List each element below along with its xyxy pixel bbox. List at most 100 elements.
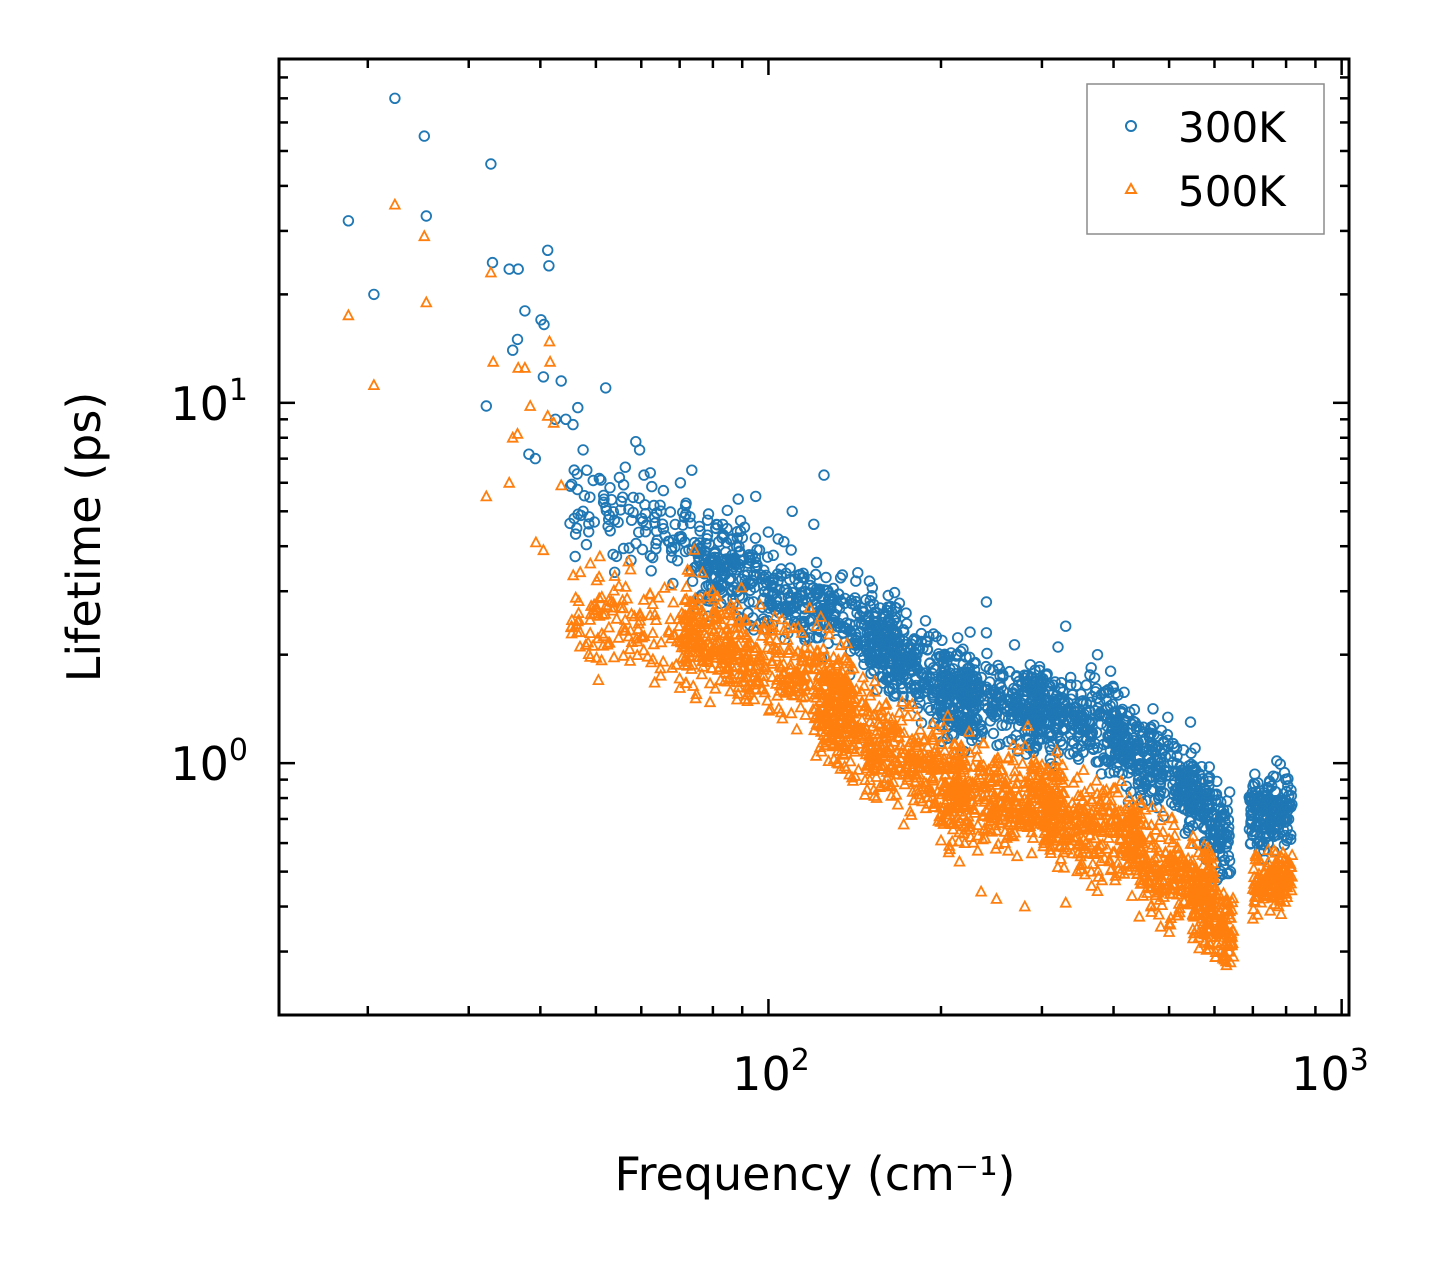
point-500k [1088,831,1102,843]
point-300k [948,703,960,716]
point-300k [1059,723,1072,735]
point-300k [731,541,743,553]
point-500k [739,627,753,640]
point-300k [1033,664,1046,677]
point-500k [834,699,847,712]
point-500k [646,597,659,609]
point-300k [721,522,733,535]
point-500k [686,657,699,670]
point-500k [1168,876,1182,889]
point-500k [1027,805,1040,818]
point-500k [990,771,1004,783]
point-500k [1094,794,1107,807]
point-500k [623,642,636,655]
y-axis-label: Lifetime (ps) [57,392,111,683]
point-500k [1272,899,1285,912]
point-500k [1122,863,1135,876]
point-500k [810,619,823,632]
point-500k [1014,817,1028,829]
point-500k [888,754,901,767]
point-500k [753,647,767,659]
point-500k [590,600,604,613]
point-300k [645,565,657,577]
point-500k [974,884,988,897]
point-500k [637,643,650,656]
point-500k [1166,886,1180,899]
point-300k [845,594,858,607]
point-300k [959,696,971,709]
point-500k [631,648,644,660]
point-500k [1264,882,1278,894]
point-500k [761,693,774,706]
point-500k [722,627,735,640]
point-300k [902,677,915,689]
point-500k [1200,897,1214,910]
point-500k [954,786,967,799]
point-500k [1171,841,1185,854]
point-500k [809,748,823,761]
point-500k [749,640,762,653]
point-300k [602,520,614,533]
point-500k [869,726,882,739]
point-300k [1280,786,1293,798]
point-300k [822,584,834,597]
point-500k [1210,883,1224,896]
point-300k [785,544,797,556]
point-300k [947,687,960,700]
point-500k [570,617,583,630]
point-300k [368,288,380,301]
point-300k [512,263,524,275]
point-300k [872,630,885,642]
point-300k [613,471,626,484]
point-500k [511,360,525,373]
point-500k [961,773,975,786]
point-500k [1254,885,1268,898]
data-points [342,92,1299,971]
point-500k [705,583,719,596]
point-500k [654,635,668,648]
point-500k [941,802,954,815]
point-300k [1268,830,1280,843]
legend-marker-300k [1125,120,1137,132]
point-500k [894,738,908,751]
point-500k [859,741,873,754]
point-300k [728,558,741,571]
point-300k [713,536,725,548]
point-500k [572,606,585,618]
point-300k [538,318,550,331]
point-500k [893,705,906,718]
point-300k [1162,711,1174,724]
point-500k [1192,941,1206,954]
point-300k [633,444,646,456]
point-300k [721,504,734,517]
point-300k [1064,671,1077,684]
point-300k [1141,749,1153,762]
point-500k [846,705,859,717]
point-500k [937,720,951,732]
point-500k [1071,821,1085,834]
point-500k [749,662,762,675]
point-300k [1245,814,1258,826]
point-500k [799,669,812,681]
point-500k [1179,868,1192,881]
point-300k [1249,794,1262,806]
point-500k [547,415,560,428]
point-300k [854,645,866,658]
point-300k [1052,704,1064,717]
point-500k [913,782,926,795]
point-500k [708,606,722,619]
point-300k [1191,799,1203,811]
point-300k [537,371,550,383]
point-300k [600,382,612,394]
point-300k [989,698,1001,711]
point-500k [992,751,1005,764]
point-300k [1107,680,1119,693]
point-500k [867,783,880,795]
point-300k [420,210,433,222]
point-500k [685,609,699,622]
point-300k [754,568,766,581]
point-300k [610,550,623,563]
point-500k [966,835,980,848]
point-500k [926,717,940,729]
point-500k [1074,858,1087,871]
